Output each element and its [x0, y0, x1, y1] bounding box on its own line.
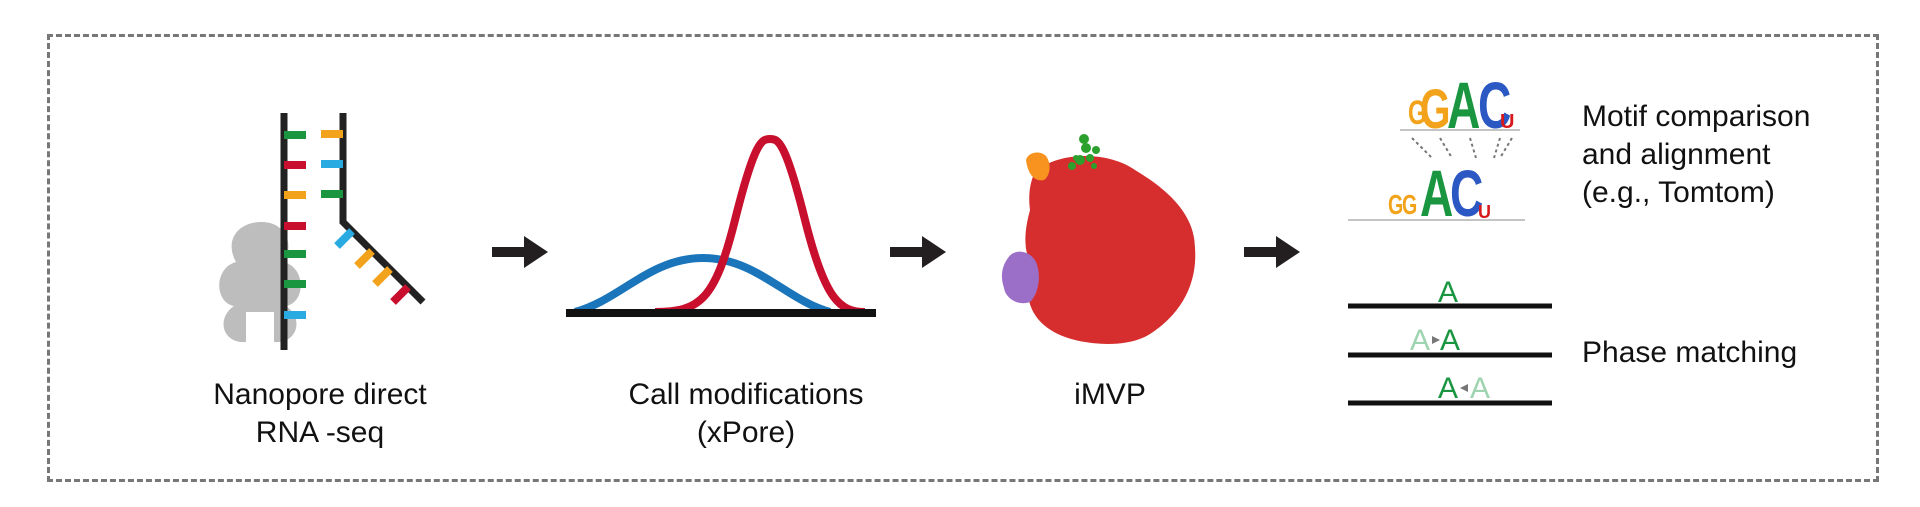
nanopore-protein-icon [219, 222, 301, 343]
dashed-frame [47, 34, 1879, 482]
right-rna-strand [339, 113, 426, 305]
phase-base-left: A [1438, 372, 1458, 405]
left-strand-bases [284, 131, 306, 319]
logo-bottom-letter: G [1388, 190, 1403, 221]
arrow-1-icon [492, 236, 548, 268]
logo-top-letter: G [1408, 94, 1427, 132]
phase-base-left: A [1410, 324, 1430, 357]
cluster-orange [1026, 152, 1050, 181]
phase-base-right: A [1440, 324, 1460, 357]
motif-alignment-dashes [1411, 137, 1513, 159]
xpore-label: Call modifications (xPore) [628, 378, 864, 449]
imvp-label: iMVP [1074, 378, 1146, 411]
shift-right-arrow-icon [1432, 336, 1440, 344]
logo-bottom-letter: U [1478, 202, 1491, 222]
right-strand-bases [321, 130, 411, 305]
phase-base-right: A [1470, 372, 1490, 405]
motif-logo-bottom: G G A C U [1348, 157, 1525, 231]
logo-bottom-letter: A [1420, 157, 1453, 231]
logo-bottom-letter: G [1402, 190, 1417, 221]
logo-bottom-letter: C [1450, 157, 1483, 231]
cluster-green [1068, 134, 1100, 170]
logo-top-letter: C [1478, 69, 1511, 143]
phase-base-right: A [1438, 276, 1458, 309]
arrow-2-icon [890, 236, 946, 268]
imvp-cluster-plot [1001, 134, 1196, 344]
cluster-purple [1001, 251, 1039, 304]
motif-comparison-label: Motif comparison and alignment (e.g., To… [1582, 100, 1811, 209]
phase-matching-label: Phase matching [1582, 336, 1798, 369]
logo-top-letter: A [1447, 69, 1480, 143]
logo-top-letter: G [1420, 78, 1450, 141]
phase-matching-illustration: A A A A A [1348, 276, 1552, 406]
logo-top-letter: U [1500, 111, 1514, 133]
main-cluster-red [1022, 156, 1196, 344]
modified-distribution-curve [654, 134, 866, 316]
arrow-3-icon [1244, 236, 1300, 268]
xpore-distribution-illustration [566, 134, 876, 317]
unmodified-distribution-curve [573, 253, 832, 316]
nanopore-label: Nanopore direct RNA -seq [213, 378, 427, 449]
shift-left-arrow-icon [1460, 384, 1468, 392]
nanopore-illustration [219, 113, 426, 350]
motif-logo-top: G G A C U [1400, 69, 1520, 143]
